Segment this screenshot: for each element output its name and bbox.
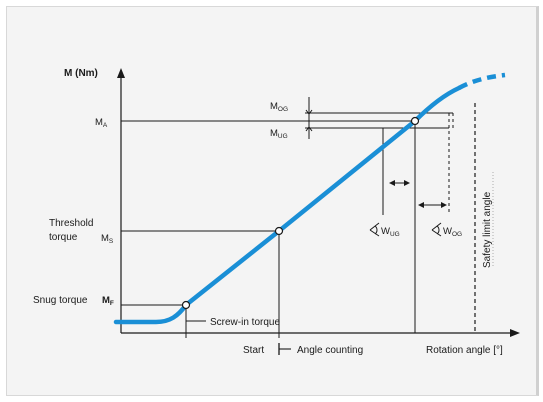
torque-curve [113,85,462,325]
point-snug [181,300,191,310]
diagram-panel [6,6,539,396]
angle-og-icon [431,222,442,237]
svg-text:WUG: WUG [381,226,400,238]
w-ug-arrowhead-right [404,180,410,186]
w-og-arrowhead-left [418,202,424,208]
y-axis-arrow [117,68,125,78]
point-threshold [274,226,284,236]
label-start: Start [243,345,264,356]
label-m-s: MS [101,233,114,245]
label-screw-in: Screw-in torque [210,317,280,328]
torque-curve-extension [457,72,506,90]
label-m-ug: MUG [270,128,288,140]
w-ug-arrowhead-left [389,180,395,186]
x-axis-label: Rotation angle [°] [426,345,503,356]
label-threshold-2: torque [49,232,78,243]
w-og-label: WOG [431,222,462,238]
point-target [410,116,420,126]
w-ug-label: WUG [369,222,400,238]
label-m-f: MF [102,295,114,307]
label-m-a: MA [95,117,108,129]
svg-text:WOG: WOG [443,226,462,238]
x-axis-arrow [510,329,520,337]
tolerance-arrow-down [305,126,313,132]
label-snug: Snug torque [33,295,88,306]
label-threshold-1: Threshold [49,218,93,229]
y-axis-label: M (Nm) [64,68,98,79]
w-og-arrowhead-right [441,202,447,208]
angle-ug-icon [369,222,380,237]
label-angle-counting: Angle counting [297,345,363,356]
label-safety-limit: Safety limit angle [482,191,493,268]
tolerance-arrow-up [305,109,313,115]
label-m-og: MOG [270,101,288,113]
